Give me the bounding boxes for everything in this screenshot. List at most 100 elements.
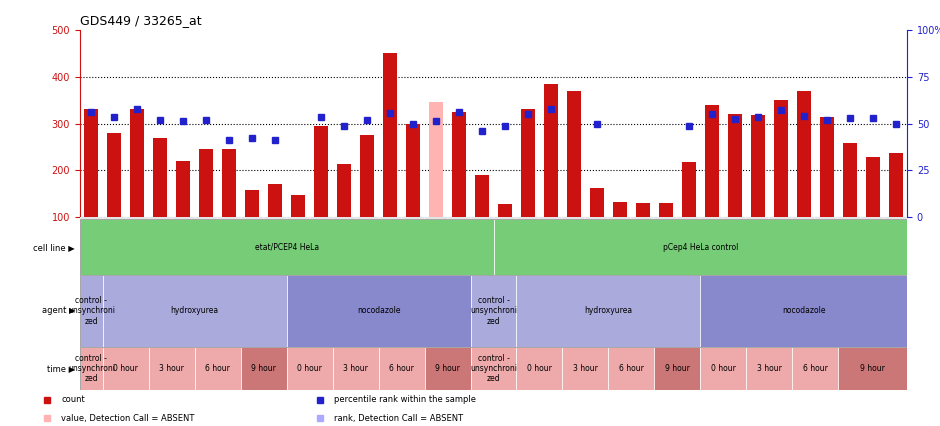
Bar	[608, 217, 632, 219]
Text: pCep4 HeLa control: pCep4 HeLa control	[663, 242, 738, 252]
Bar	[447, 217, 471, 219]
Text: 0 hour: 0 hour	[711, 364, 736, 373]
Bar	[126, 217, 149, 219]
Bar	[360, 135, 374, 217]
Bar	[682, 162, 696, 217]
Bar	[654, 347, 700, 390]
Bar	[516, 347, 562, 390]
Bar	[540, 217, 562, 219]
Bar	[498, 204, 512, 217]
Bar	[430, 102, 443, 217]
Text: 9 hour: 9 hour	[665, 364, 690, 373]
Bar	[700, 275, 907, 347]
Bar	[659, 203, 673, 217]
Text: 9 hour: 9 hour	[860, 364, 885, 373]
Bar	[333, 217, 355, 219]
Bar	[401, 217, 425, 219]
Bar	[562, 347, 608, 390]
Bar	[287, 347, 333, 390]
Bar	[838, 347, 907, 390]
Bar	[287, 217, 309, 219]
Bar	[195, 217, 218, 219]
Text: value, Detection Call = ABSENT: value, Detection Call = ABSENT	[61, 414, 195, 423]
Bar	[494, 217, 516, 219]
Text: nocodazole: nocodazole	[782, 306, 825, 316]
Bar	[636, 203, 650, 217]
Bar	[700, 347, 746, 390]
Bar	[268, 184, 282, 217]
Text: 3 hour: 3 hour	[343, 364, 368, 373]
Bar	[586, 217, 608, 219]
Bar	[471, 217, 494, 219]
Bar	[291, 195, 306, 217]
Bar	[172, 217, 195, 219]
Bar	[728, 114, 742, 217]
Bar	[241, 217, 264, 219]
Bar	[80, 219, 494, 275]
Bar	[452, 112, 466, 217]
Bar	[333, 347, 379, 390]
Bar	[521, 109, 535, 217]
Bar	[384, 53, 397, 217]
Bar	[85, 109, 99, 217]
Bar	[149, 347, 195, 390]
Bar	[195, 347, 241, 390]
Text: count: count	[61, 395, 85, 404]
Bar	[562, 217, 586, 219]
Text: 0 hour: 0 hour	[114, 364, 138, 373]
Bar	[80, 217, 102, 219]
Bar	[705, 105, 719, 217]
Bar	[264, 217, 287, 219]
Text: 9 hour: 9 hour	[435, 364, 460, 373]
Bar	[567, 91, 581, 217]
Bar	[177, 161, 190, 217]
Bar	[287, 275, 471, 347]
Bar	[337, 164, 351, 217]
Bar	[797, 91, 810, 217]
Bar	[516, 275, 700, 347]
Bar	[838, 217, 861, 219]
Bar	[475, 175, 489, 217]
Text: agent ▶: agent ▶	[41, 306, 75, 316]
Text: etat/PCEP4 HeLa: etat/PCEP4 HeLa	[255, 242, 319, 252]
Bar	[613, 202, 627, 217]
Text: nocodazole: nocodazole	[357, 306, 400, 316]
Text: 6 hour: 6 hour	[619, 364, 644, 373]
Bar	[815, 217, 838, 219]
Bar	[861, 217, 885, 219]
Bar	[223, 149, 236, 217]
Bar	[355, 217, 379, 219]
Bar	[199, 149, 213, 217]
Text: cell line ▶: cell line ▶	[34, 242, 75, 252]
Bar	[425, 347, 471, 390]
Text: percentile rank within the sample: percentile rank within the sample	[334, 395, 476, 404]
Bar	[820, 116, 834, 217]
Bar	[792, 217, 815, 219]
Bar	[700, 217, 723, 219]
Bar	[471, 347, 516, 390]
Text: rank, Detection Call = ABSENT: rank, Detection Call = ABSENT	[334, 414, 462, 423]
Text: GDS449 / 33265_at: GDS449 / 33265_at	[80, 14, 201, 27]
Bar	[309, 217, 333, 219]
Text: control -
unsynchroni
zed: control - unsynchroni zed	[470, 296, 517, 326]
Text: 3 hour: 3 hour	[757, 364, 782, 373]
Bar	[241, 347, 287, 390]
Bar	[107, 133, 121, 217]
Bar	[102, 275, 287, 347]
Text: 6 hour: 6 hour	[803, 364, 827, 373]
Bar	[885, 217, 907, 219]
Bar	[80, 275, 102, 347]
Text: 6 hour: 6 hour	[205, 364, 230, 373]
Text: control -
unsynchroni
zed: control - unsynchroni zed	[68, 296, 115, 326]
Bar	[792, 347, 838, 390]
Bar	[80, 347, 102, 390]
Bar	[516, 217, 540, 219]
Bar	[406, 124, 420, 217]
Bar	[774, 100, 788, 217]
Bar	[654, 217, 678, 219]
Bar	[102, 217, 126, 219]
Bar	[379, 217, 401, 219]
Bar	[494, 219, 907, 275]
Bar	[131, 109, 144, 217]
Bar	[746, 217, 769, 219]
